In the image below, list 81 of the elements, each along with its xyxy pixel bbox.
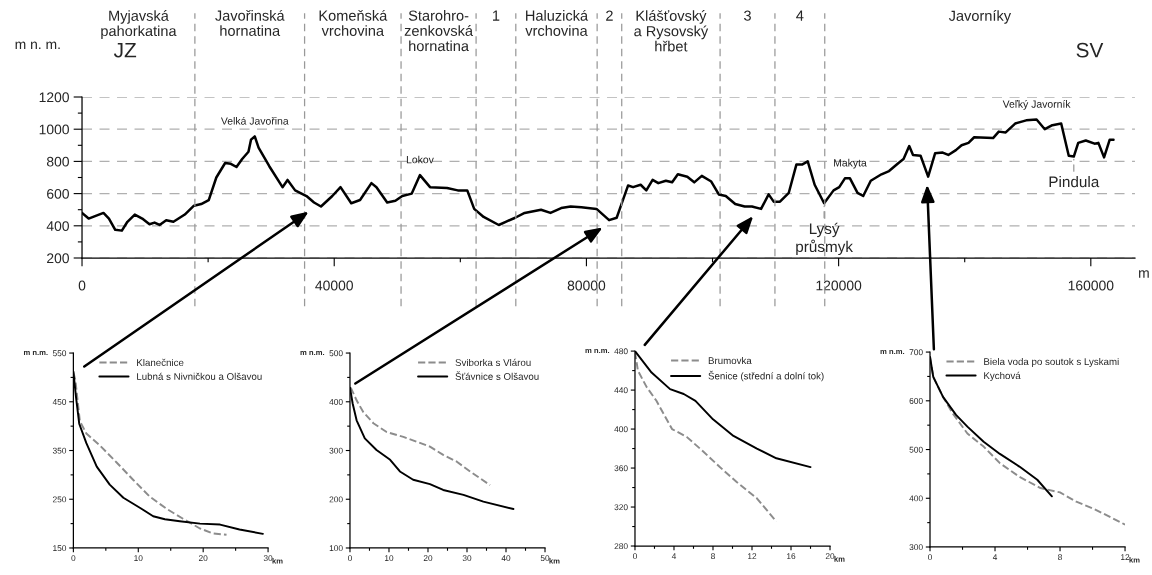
- y-tick-label: 1200: [39, 92, 69, 103]
- legend-label: Lubná s Nivničkou a Olšavou: [137, 372, 262, 380]
- y-tick-label: 1000: [39, 124, 69, 135]
- text: Javorníky: [948, 10, 1012, 24]
- x-tick-label: 8: [1058, 554, 1062, 561]
- legend-label: Šťávnice s Olšavou: [455, 371, 539, 380]
- y-tick-label: 800: [46, 156, 69, 167]
- y-tick-label: 100: [329, 545, 343, 552]
- text: 3: [744, 10, 751, 21]
- y-tick-label: 600: [47, 188, 69, 199]
- x-tick-label: 0: [347, 555, 352, 562]
- y-axis-title: m n. m.: [15, 41, 60, 50]
- x-tick-label: 80000: [567, 280, 606, 291]
- annotation: Pindula: [1049, 176, 1100, 188]
- text: 1: [493, 10, 500, 21]
- text: Komeňská vrchovina: [319, 9, 388, 36]
- annotation: Velká Javořina: [220, 116, 289, 125]
- x-tick-label: 40000: [315, 280, 353, 291]
- legend-label: Kychová: [984, 371, 1021, 382]
- y-tick-label: 280: [614, 543, 628, 550]
- x-tick-label: 0: [78, 280, 86, 291]
- x-tick-label: 40: [501, 555, 511, 562]
- y-tick-label: 200: [47, 253, 69, 264]
- text: 4: [796, 10, 804, 21]
- x-tick-label: 12: [748, 553, 757, 559]
- y-tick-label: 200: [329, 496, 343, 503]
- y-tick-label: 320: [614, 504, 628, 511]
- x-tick-label: 0: [632, 553, 637, 560]
- x-tick-label: 12: [1121, 554, 1130, 560]
- y-tick-label: 360: [614, 465, 628, 472]
- text: Klášťovský a Rysovský hřbet: [634, 10, 709, 52]
- x-tick-label: 4: [671, 553, 677, 559]
- y-tick-label: 400: [329, 398, 343, 405]
- x-tick-label: 50: [540, 555, 550, 562]
- annotation: Lokov: [406, 155, 434, 164]
- text: JZ: [113, 42, 137, 58]
- x-tick-label: 160000: [1068, 280, 1114, 291]
- x-tick-label: 30: [462, 555, 472, 562]
- y-tick-label: 300: [909, 544, 923, 551]
- text: SV: [1076, 42, 1104, 58]
- legend-label: Sviborka s Vlárou: [455, 358, 531, 367]
- text: Javořinská hornatina: [215, 9, 285, 36]
- y-tick-label: 550: [52, 350, 67, 357]
- x-tick-label: 30: [263, 555, 273, 562]
- legend-label: Brumovka: [708, 356, 752, 365]
- y-tick-label: 480: [614, 348, 628, 355]
- y-tick-label: 250: [52, 496, 67, 503]
- x-tick-label: 120000: [816, 280, 862, 291]
- text: Haluzická vrchovina: [525, 9, 589, 36]
- text: Myjavská pahorkatina: [101, 10, 177, 40]
- y-tick-label: 300: [329, 447, 343, 454]
- y-tick-label: 700: [909, 349, 923, 356]
- x-tick-label: 0: [928, 554, 932, 561]
- x-tick-label: 20: [423, 555, 433, 562]
- y-tick-label: 400: [614, 426, 628, 433]
- y-tick-label: 400: [909, 495, 923, 502]
- x-tick-label: 20: [198, 555, 208, 562]
- y-tick-label: 500: [909, 446, 923, 453]
- y-tick-label: 600: [909, 398, 923, 404]
- y-tick-label: 500: [329, 350, 343, 357]
- y-tick-label: 400: [46, 221, 69, 231]
- x-tick-label: 10: [384, 555, 394, 562]
- text: Starohro- zenkovská hornatina: [404, 10, 474, 52]
- x-tick-label: 16: [787, 553, 796, 560]
- y-tick-label: 440: [614, 387, 628, 394]
- x-tick-label: 8: [711, 553, 715, 560]
- legend-label: Biela voda po soutok s Lyskami: [984, 357, 1119, 367]
- x-tick-label: 4: [992, 554, 998, 560]
- x-axis-title: m: [1139, 270, 1149, 278]
- y-tick-label: 350: [52, 447, 67, 454]
- x-tick-label: 20: [825, 553, 835, 560]
- annotation: Veľký Javorník: [1002, 99, 1071, 110]
- annotation: Makyta: [834, 158, 867, 169]
- legend-label: Klanečnice: [137, 358, 184, 367]
- x-tick-label: 10: [134, 555, 143, 562]
- y-tick-label: 150: [53, 545, 67, 552]
- text: 2: [606, 10, 613, 21]
- annotation: Lysý průsmyk: [796, 222, 853, 256]
- x-tick-label: 0: [71, 555, 76, 562]
- y-tick-label: 450: [52, 398, 67, 405]
- legend-label: Šenice (střední a dolní tok): [708, 370, 824, 382]
